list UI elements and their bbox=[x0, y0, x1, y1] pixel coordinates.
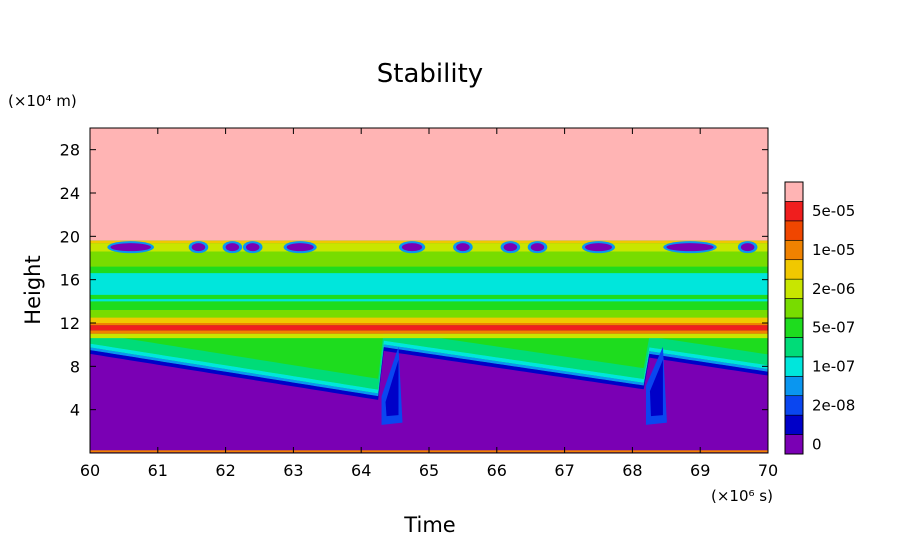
field-bl-top-dark bbox=[90, 347, 768, 400]
x-tick-label: 63 bbox=[283, 461, 303, 480]
colorbar-label: 1e-05 bbox=[812, 241, 855, 259]
colorbar-swatch bbox=[784, 220, 804, 241]
x-tick-label: 67 bbox=[554, 461, 574, 480]
x-tick-label: 70 bbox=[758, 461, 778, 480]
y-tick-label: 4 bbox=[70, 401, 80, 420]
x-tick-label: 61 bbox=[148, 461, 168, 480]
colorbar-swatch bbox=[784, 434, 804, 455]
field-band-upper-light bbox=[90, 250, 768, 267]
colorbar-frame bbox=[784, 181, 804, 455]
field-pocket bbox=[286, 243, 314, 252]
x-tick-label: 62 bbox=[215, 461, 235, 480]
y-tick-label: 20 bbox=[60, 227, 80, 246]
field-pocket bbox=[245, 243, 260, 252]
y-axis-label: Height bbox=[21, 255, 45, 324]
field-upper-region bbox=[90, 128, 768, 241]
colorbar: 0 2e-08 1e-07 5e-07 2e-06 1e-05 5e-05 bbox=[784, 181, 855, 455]
y-tick-label: 8 bbox=[70, 357, 80, 376]
field-pocket bbox=[666, 243, 714, 252]
y-tick-label: 12 bbox=[60, 314, 80, 333]
colorbar-swatch bbox=[784, 356, 804, 377]
colorbar-swatch bbox=[784, 395, 804, 416]
field-stable-red bbox=[90, 325, 768, 331]
colorbar-swatch bbox=[784, 414, 804, 435]
field-bl-top-green bbox=[90, 329, 768, 390]
field-pocket bbox=[530, 243, 545, 252]
field-band-mid-line bbox=[90, 294, 768, 300]
field-bl-top-cyan bbox=[90, 340, 768, 394]
field-bl-top-blue bbox=[90, 344, 768, 397]
y-tick-label: 28 bbox=[60, 141, 80, 160]
colorbar-label: 2e-06 bbox=[812, 280, 855, 298]
y-axis: 4 8 12 16 20 24 28 bbox=[60, 141, 768, 420]
x-axis-label: Time bbox=[403, 513, 455, 537]
colorbar-swatch bbox=[784, 375, 804, 397]
x-tick-label: 60 bbox=[80, 461, 100, 480]
field-pocket bbox=[503, 243, 518, 252]
colorbar-swatch bbox=[784, 239, 804, 261]
x-unit-label: (×10⁶ s) bbox=[711, 487, 773, 505]
x-tick-label: 68 bbox=[622, 461, 642, 480]
x-axis: 60 61 62 63 64 65 66 67 68 69 70 bbox=[80, 128, 778, 480]
field-stable-orange bbox=[90, 323, 768, 326]
field-pocket bbox=[401, 243, 423, 252]
colorbar-swatch bbox=[784, 337, 804, 358]
colorbar-swatch bbox=[784, 317, 804, 338]
colorbar-swatch bbox=[784, 298, 804, 319]
field-stable-orange-lower bbox=[90, 330, 768, 334]
field-pocket bbox=[584, 243, 613, 252]
colorbar-swatch bbox=[784, 259, 804, 280]
x-tick-label: 64 bbox=[351, 461, 371, 480]
x-tick-label: 66 bbox=[487, 461, 507, 480]
field-pocket bbox=[110, 243, 152, 252]
colorbar-label: 1e-07 bbox=[812, 358, 855, 376]
field-pocket bbox=[740, 243, 755, 252]
field-pocket bbox=[225, 243, 240, 252]
field-band-cyan bbox=[90, 273, 768, 302]
field-stable-yellow-lower bbox=[90, 333, 768, 339]
colorbar-swatch bbox=[784, 278, 804, 299]
y-tick-label: 16 bbox=[60, 271, 80, 290]
colorbar-label: 5e-05 bbox=[812, 202, 855, 220]
colorbar-swatch bbox=[784, 201, 804, 222]
plot-area bbox=[90, 128, 768, 453]
colorbar-swatch bbox=[784, 181, 804, 202]
field-pocket bbox=[456, 243, 470, 252]
x-tick-label: 65 bbox=[419, 461, 439, 480]
chart-title: Stability bbox=[377, 59, 483, 89]
colorbar-label: 0 bbox=[812, 435, 822, 453]
x-tick-label: 69 bbox=[690, 461, 710, 480]
field-reset-core bbox=[649, 359, 663, 417]
y-unit-label: (×10⁴ m) bbox=[8, 92, 77, 110]
field-pocket bbox=[191, 243, 206, 252]
colorbar-label: 5e-07 bbox=[812, 319, 855, 337]
y-tick-label: 24 bbox=[60, 184, 80, 203]
colorbar-label: 2e-08 bbox=[812, 396, 855, 414]
field-stable-yellow bbox=[90, 317, 768, 323]
field-reset-core bbox=[385, 359, 399, 417]
